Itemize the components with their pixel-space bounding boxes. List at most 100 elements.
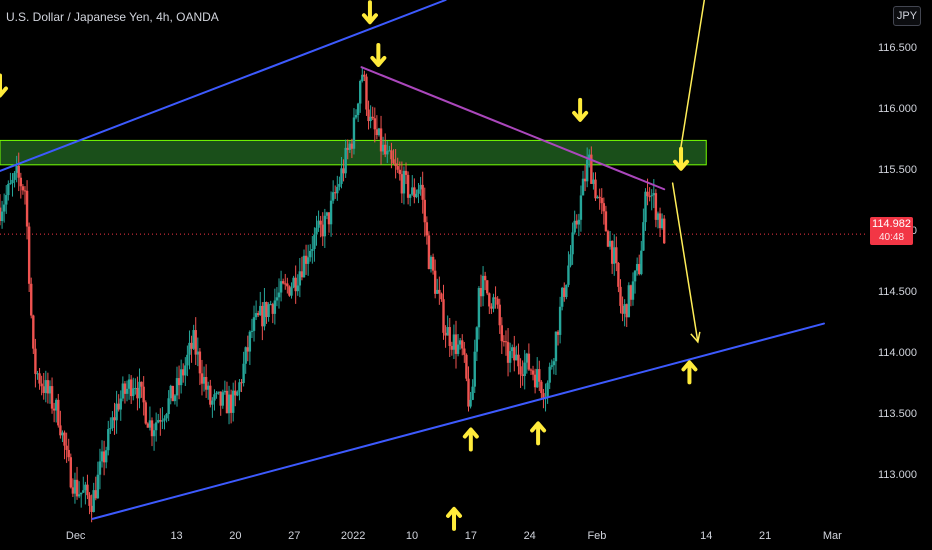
candle: [2, 193, 6, 223]
candle-body: [184, 365, 187, 376]
candle-body: [477, 288, 481, 328]
candle: [654, 189, 658, 228]
candle: [571, 222, 574, 265]
candle: [213, 389, 216, 411]
candle: [219, 391, 222, 416]
candle: [34, 338, 37, 388]
candle-body: [73, 479, 77, 494]
last-price-value: 114.982: [872, 218, 911, 230]
candle: [298, 258, 302, 298]
candle-body: [229, 394, 233, 413]
candle-body: [40, 383, 43, 387]
candle: [350, 138, 354, 159]
candle: [496, 296, 499, 309]
candle-body: [309, 250, 312, 258]
candle-body: [50, 386, 54, 409]
candle: [323, 208, 327, 248]
candle-body: [179, 369, 183, 386]
candle-body: [465, 354, 468, 379]
candle: [317, 210, 320, 232]
candle: [90, 494, 93, 523]
candle-body: [348, 143, 352, 150]
candle-body: [90, 505, 93, 512]
candle: [221, 389, 224, 409]
candle-body: [365, 76, 368, 110]
candle-body: [494, 297, 497, 299]
candle: [140, 381, 143, 398]
candle: [117, 394, 120, 412]
candle: [454, 320, 458, 369]
candle: [446, 315, 449, 336]
candle: [517, 343, 520, 375]
candle: [373, 107, 376, 143]
candle: [346, 139, 349, 160]
arrow-head: [462, 427, 479, 439]
candle: [82, 476, 85, 493]
candle: [267, 302, 270, 322]
candle-body: [627, 285, 631, 318]
candle: [111, 411, 114, 432]
candle: [300, 256, 304, 281]
candle: [511, 344, 514, 359]
candle: [296, 274, 299, 296]
candle-body: [7, 183, 10, 196]
candle: [533, 368, 537, 394]
candle-body: [30, 283, 33, 316]
candle: [86, 474, 89, 500]
candle: [84, 481, 87, 505]
candle-body: [425, 222, 429, 236]
candle-body: [148, 420, 152, 428]
candle-body: [263, 301, 266, 327]
candle-body: [277, 292, 281, 298]
candle: [294, 265, 297, 304]
candle-body: [567, 265, 570, 285]
candle: [384, 133, 387, 158]
candle-body: [377, 128, 381, 136]
candle-body: [182, 369, 185, 376]
candle-body: [483, 275, 487, 281]
candle-body: [32, 315, 35, 349]
candle-body: [125, 388, 129, 394]
candle: [157, 413, 160, 424]
candle-body: [367, 109, 370, 122]
candle: [625, 303, 628, 328]
candle: [55, 398, 58, 423]
candle-body: [525, 353, 528, 363]
candle: [656, 211, 660, 229]
candle-body: [471, 386, 474, 400]
candle-body: [219, 391, 222, 406]
candle: [71, 478, 75, 498]
candle-body: [273, 300, 277, 314]
candle-body: [75, 479, 79, 497]
candle-body: [252, 317, 256, 331]
candle-body: [104, 450, 108, 463]
candle-body: [608, 240, 612, 247]
candle: [100, 440, 104, 468]
candle-body: [629, 285, 633, 300]
candle-body: [259, 305, 262, 316]
candle-body: [215, 392, 218, 395]
candle: [188, 330, 191, 370]
candle: [204, 364, 208, 398]
candle-body: [165, 414, 168, 419]
candle-body: [533, 374, 537, 388]
candle: [352, 108, 356, 155]
candle: [431, 253, 435, 275]
candle: [288, 285, 291, 297]
candle: [635, 257, 639, 276]
candle-body: [311, 249, 314, 251]
currency-button[interactable]: JPY: [893, 6, 921, 26]
descending-trendline: [360, 66, 666, 191]
candle: [596, 195, 599, 199]
candle: [379, 115, 383, 165]
symbol-title[interactable]: U.S. Dollar / Japanese Yen, 4h, OANDA: [6, 10, 219, 24]
candle: [121, 376, 125, 402]
candle: [325, 211, 329, 220]
candle: [398, 161, 401, 181]
candle-body: [21, 186, 25, 191]
candle-body: [438, 289, 441, 294]
candle: [338, 176, 341, 191]
candle-body: [583, 178, 587, 182]
candle: [494, 286, 497, 309]
